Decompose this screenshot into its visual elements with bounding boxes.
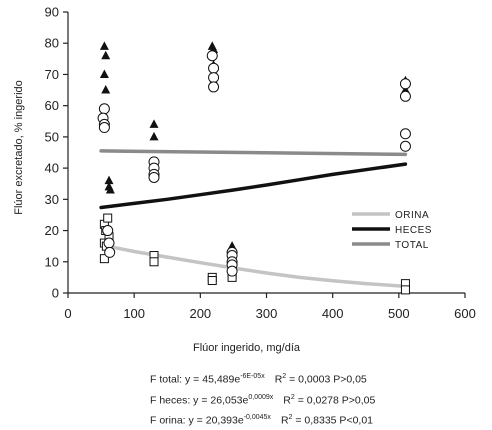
point-heces — [104, 175, 114, 185]
r2-exponent: 2 — [282, 373, 287, 380]
point-heces — [101, 85, 111, 94]
y-tick-label: 80 — [45, 36, 59, 51]
point-total — [399, 90, 411, 102]
point-total — [399, 78, 411, 90]
r2-symbol: R — [274, 373, 283, 386]
x-tick-label: 300 — [256, 306, 278, 321]
point-orina — [103, 213, 113, 223]
point-total — [399, 140, 411, 152]
point-total — [104, 246, 116, 258]
x-tick-label: 200 — [189, 306, 211, 321]
y-tick-label: 30 — [45, 192, 59, 207]
point-heces — [105, 184, 115, 194]
y-tick-label: 90 — [45, 5, 59, 20]
r2-value: = 0,8335 P<0,01 — [292, 414, 374, 427]
y-tick-label: 60 — [45, 98, 59, 113]
trend-line-heces — [99, 162, 408, 210]
point-heces — [149, 131, 159, 141]
point-total — [98, 122, 110, 134]
y-tick-label: 40 — [45, 161, 59, 176]
point-total — [208, 81, 220, 93]
legend-label-orina: ORINA — [395, 210, 429, 221]
r2-symbol: R — [283, 394, 291, 406]
r2-value: = 0,0278 P>0,05 — [294, 394, 376, 406]
point-heces — [101, 50, 111, 60]
point-heces — [99, 69, 109, 78]
point-total — [208, 72, 220, 84]
x-tick-label: 0 — [64, 306, 71, 321]
equation-text: F total: y = 45,489e — [150, 373, 241, 386]
y-tick-label: 20 — [45, 223, 59, 238]
point-total — [208, 62, 220, 74]
equation-exponent: -6E-05x — [240, 373, 265, 380]
point-total — [103, 237, 115, 249]
point-heces — [149, 119, 159, 128]
point-orina — [99, 254, 109, 264]
equation-heces: F heces: y = 26,053e0,0009x R2 = 0,0278 P… — [150, 389, 375, 410]
r2-exponent: 2 — [288, 414, 293, 421]
x-tick-label: 100 — [123, 306, 145, 321]
y-tick-label: 50 — [45, 129, 59, 144]
point-orina — [207, 276, 217, 286]
r2-symbol: R — [280, 414, 289, 427]
point-total — [226, 265, 238, 277]
equation-exponent: -0,0045x — [243, 414, 271, 421]
point-heces — [99, 41, 109, 50]
point-total — [206, 50, 218, 62]
r2-exponent: 2 — [290, 393, 295, 401]
y-axis-label: Flúor excretado, % ingerido — [13, 80, 25, 215]
chart-axes: 0 10 20 30 40 50 60 70 80 90 0 100 200 300 400 500 600 — [45, 5, 476, 322]
y-tick-label: 0 — [52, 286, 59, 301]
y-tick-label: 70 — [45, 67, 59, 82]
point-total — [102, 225, 114, 237]
point-total — [148, 171, 160, 183]
x-tick-label: 600 — [454, 306, 476, 321]
equation-text: F orina: y = 20,393e — [150, 414, 244, 427]
r2-value: = 0,0003 P>0,05 — [286, 373, 367, 386]
point-orina — [400, 285, 410, 295]
trend-lines — [99, 149, 408, 289]
equation-orina: F orina: y = 20,393e-0,0045x R2 = 0,8335 … — [150, 409, 375, 430]
y-tick-label: 10 — [45, 254, 59, 269]
x-tick-label: 400 — [322, 306, 344, 321]
equation-text: F heces: y = 26,053e — [150, 394, 249, 406]
chart-legend: ORINA HECES TOTAL — [352, 210, 432, 251]
x-tick-label: 500 — [388, 306, 410, 321]
equation-total: F total: y = 45,489e-6E-05x R2 = 0,0003 P… — [150, 368, 375, 389]
point-total — [399, 128, 411, 140]
regression-equations: F total: y = 45,489e-6E-05x R2 = 0,0003 P… — [150, 368, 375, 430]
legend-label-total: TOTAL — [395, 240, 429, 251]
point-total — [98, 103, 110, 115]
trend-line-total — [99, 149, 408, 157]
legend-label-heces: HECES — [395, 225, 432, 236]
data-points — [97, 41, 411, 295]
x-axis-label: Flúor ingerido, mg/día — [193, 342, 301, 354]
point-orina — [149, 257, 159, 267]
equation-exponent: 0,0009x — [248, 393, 274, 401]
